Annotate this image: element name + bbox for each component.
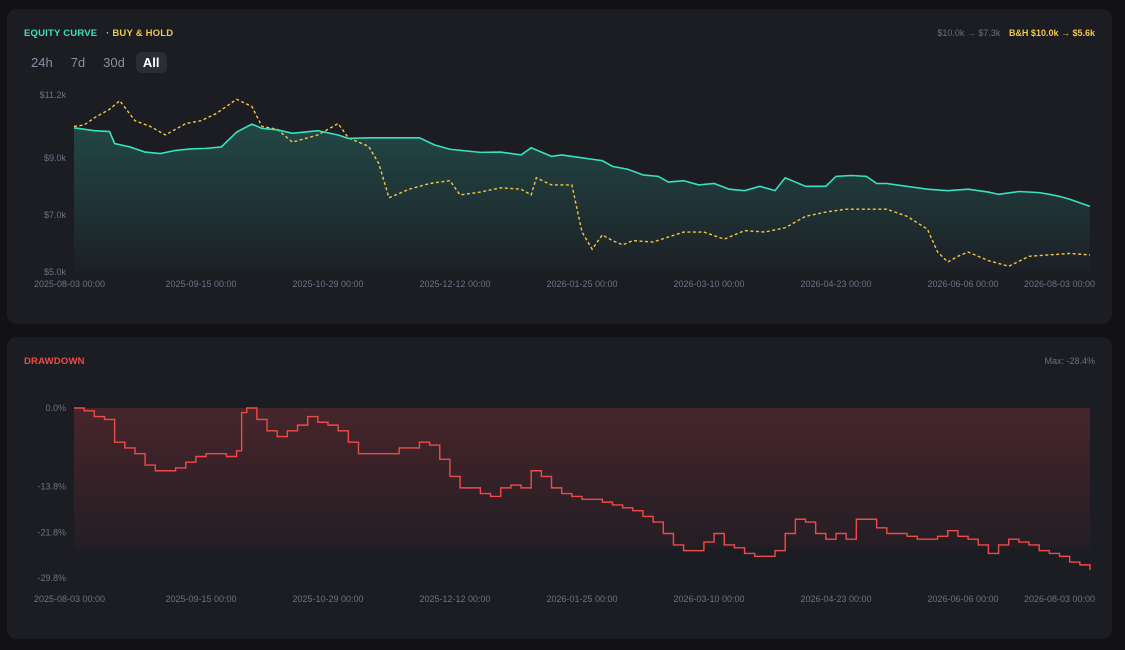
drawdown-x-tick-label: 2025-09-15 00:00 (165, 594, 236, 604)
drawdown-legend: DRAWDOWN (24, 356, 85, 367)
equity-x-tick-label: 2026-04-23 00:00 (800, 279, 871, 289)
drawdown-chart: 0.0% -13.8% -21.8% -29.8% 2025-08-03 00:00 20… (34, 403, 1095, 604)
equity-x-tick-label: 2026-08-03 00:00 (1024, 279, 1095, 289)
drawdown-panel: DRAWDOWN Max: -28.4% 0.0% -13.8% -21.8% -29… (7, 337, 1112, 639)
equity-x-tick-label: 2025-12-12 00:00 (419, 279, 490, 289)
drawdown-x-tick-label: 2025-10-29 00:00 (292, 594, 363, 604)
drawdown-line (74, 407, 1091, 571)
range-tab-7d[interactable]: 7d (70, 55, 86, 70)
range-tabs: 24h 7d 30d All (24, 52, 167, 73)
equity-summary: $10.0k → $7.3k B&H $10.0k → $5.6k (937, 28, 1095, 38)
equity-x-tick-label: 2025-10-29 00:00 (292, 279, 363, 289)
equity-x-tick-label: 2026-06-06 00:00 (927, 279, 998, 289)
drawdown-x-tick-label: 2026-01-25 00:00 (546, 594, 617, 604)
equity-x-tick-label: 2026-03-10 00:00 (673, 279, 744, 289)
drawdown-y-tick-label: -29.8% (37, 573, 66, 583)
drawdown-x-tick-label: 2026-04-23 00:00 (800, 594, 871, 604)
equity-y-tick-label: $7.0k (44, 210, 67, 220)
equity-y-tick-label: $11.2k (40, 90, 67, 100)
equity-area (74, 124, 1090, 272)
drawdown-y-tick-label: -13.8% (37, 482, 66, 492)
drawdown-x-tick-label: 2026-03-10 00:00 (673, 594, 744, 604)
equity-y-tick-label: $9.0k (44, 153, 67, 163)
equity-chart: $11.2k $9.0k $7.0k $5.0k 2025-08-03 00:00 202… (34, 90, 1095, 289)
drawdown-x-tick-label: 2026-06-06 00:00 (927, 594, 998, 604)
drawdown-y-tick-label: 0.0% (45, 403, 66, 413)
equity-y-tick-label: $5.0k (44, 267, 67, 277)
drawdown-legend-label: DRAWDOWN (24, 356, 85, 367)
equity-line (73, 123, 1091, 208)
drawdown-summary: Max: -28.4% (1044, 356, 1095, 366)
range-tab-24h[interactable]: 24h (31, 55, 53, 70)
buy-hold-summary-text: B&H $10.0k → $5.6k (1008, 28, 1095, 38)
buy-hold-line (73, 98, 1091, 268)
equity-x-tick-label: 2025-08-03 00:00 (34, 279, 105, 289)
equity-legend-label: EQUITY CURVE (24, 28, 98, 39)
drawdown-y-tick-label: -21.8% (37, 527, 66, 537)
strategy-summary-text: $10.0k → $7.3k (937, 28, 1001, 38)
drawdown-area (74, 408, 1090, 548)
equity-curve-panel: EQUITY CURVE · BUY & HOLD $10.0k → $7.3k… (7, 9, 1112, 324)
equity-legend: EQUITY CURVE · BUY & HOLD (24, 28, 173, 39)
equity-x-tick-label: 2025-09-15 00:00 (165, 279, 236, 289)
buy-hold-legend-label: · BUY & HOLD (106, 28, 174, 39)
range-tab-all[interactable]: All (135, 52, 167, 73)
drawdown-x-tick-label: 2025-08-03 00:00 (34, 594, 105, 604)
drawdown-x-tick-label: 2026-08-03 00:00 (1024, 594, 1095, 604)
drawdown-x-tick-label: 2025-12-12 00:00 (419, 594, 490, 604)
equity-x-tick-label: 2026-01-25 00:00 (546, 279, 617, 289)
max-drawdown-text: Max: -28.4% (1044, 356, 1095, 366)
range-tab-30d[interactable]: 30d (103, 55, 125, 70)
